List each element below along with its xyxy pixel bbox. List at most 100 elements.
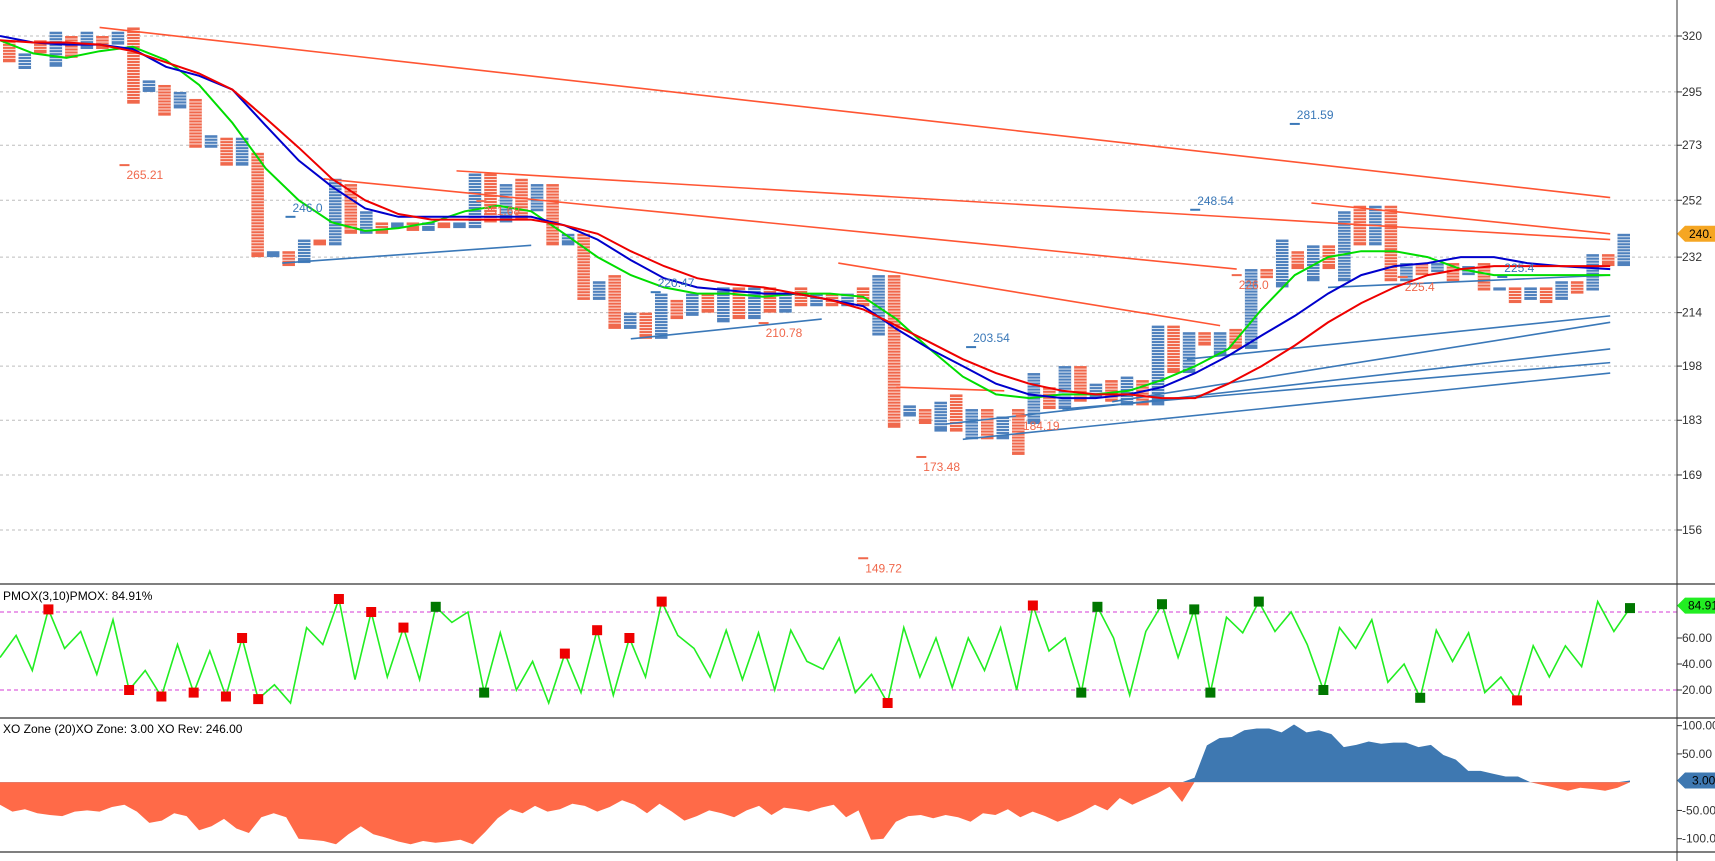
- x-column: [360, 211, 373, 234]
- xo-tick-label: -100.00: [1682, 832, 1715, 846]
- ema-red-line: [0, 39, 1611, 400]
- o-column: [1074, 366, 1087, 402]
- x-column: [530, 184, 544, 212]
- column-body: [1539, 287, 1553, 304]
- column-body: [903, 405, 916, 417]
- column-body: [794, 287, 808, 307]
- o-column: [313, 239, 326, 246]
- xo-tick-label: -50.00: [1682, 803, 1715, 817]
- pmox-signal-marker: [1092, 601, 1103, 612]
- x-column: [965, 409, 978, 440]
- pmox-pane: PMOX(3,10)PMOX: 84.91% 60.00 40.00 20.00 84…: [0, 589, 1715, 708]
- column-body: [1431, 263, 1444, 273]
- x-column: [934, 401, 947, 432]
- o-column: [949, 394, 963, 432]
- o-column: [918, 409, 932, 425]
- pmox-signal-marker: [1076, 687, 1087, 698]
- column-body: [779, 293, 792, 313]
- x-column: [655, 293, 668, 339]
- price-tick-label: 169: [1682, 468, 1702, 482]
- column-body: [1182, 332, 1196, 374]
- column-body: [1198, 332, 1211, 346]
- column-body: [422, 222, 435, 231]
- pmox-signal-marker: [1625, 603, 1635, 614]
- pmox-signal-marker: [656, 596, 667, 607]
- o-column: [282, 251, 295, 267]
- o-column: [981, 409, 994, 440]
- pmox-signal-marker: [43, 604, 54, 615]
- o-column: [1415, 263, 1429, 276]
- resistance-line: [323, 177, 1237, 270]
- pmox-tick-label: 60.00: [1682, 631, 1712, 645]
- o-column: [1508, 287, 1522, 304]
- column-body: [499, 184, 513, 223]
- xo-zone-pane: XO Zone (20)XO Zone: 3.00 XO Rev: 246.00…: [0, 719, 1715, 846]
- price-trendlines: [99, 26, 1611, 441]
- column-body: [1384, 205, 1398, 282]
- last-price-tag: [1677, 225, 1715, 242]
- xo-tick-label: 50.00: [1682, 747, 1712, 761]
- pmox-signal-marker: [220, 691, 231, 702]
- x-column: [80, 31, 94, 50]
- x-column: [204, 135, 218, 148]
- column-body: [453, 222, 466, 229]
- column-body: [18, 53, 32, 70]
- x-column: [49, 31, 63, 67]
- support-line: [1062, 361, 1611, 410]
- o-column: [608, 275, 621, 329]
- price-tick-label: 295: [1682, 85, 1702, 99]
- column-body: [313, 239, 326, 246]
- column-body: [65, 36, 78, 58]
- price-tick-label: 232: [1682, 250, 1702, 264]
- o-column: [1353, 205, 1367, 246]
- column-body: [1260, 269, 1273, 279]
- column-body: [763, 287, 777, 313]
- annotation-label: 225.4: [1504, 261, 1534, 275]
- x-column: [453, 222, 466, 229]
- column-body: [251, 152, 264, 258]
- price-annotations: 265.21 246.0 251.68 220.47 210.78 149.72 173.4…: [119, 108, 1535, 575]
- column-body: [639, 312, 652, 339]
- annotation-label: 184.19: [1023, 419, 1060, 433]
- pmox-tick-label: 20.00: [1682, 683, 1712, 697]
- pmox-tick-label: 40.00: [1682, 657, 1712, 671]
- price-tick-label: 183: [1682, 413, 1702, 427]
- o-column: [1198, 332, 1211, 346]
- o-column: [127, 27, 140, 104]
- column-body: [1338, 211, 1351, 282]
- o-column: [1291, 251, 1304, 270]
- pmox-signal-marker: [624, 633, 635, 643]
- x-column: [686, 293, 699, 316]
- pmox-signal-marker: [156, 691, 167, 702]
- o-column: [639, 312, 652, 339]
- o-column: [887, 275, 901, 428]
- xo-zone-title: XO Zone (20)XO Zone: 3.00 XO Rev: 246.00: [3, 722, 243, 736]
- x-column: [1524, 287, 1537, 300]
- price-tick-label: 252: [1682, 193, 1702, 207]
- pmox-signal-marker: [592, 625, 603, 636]
- column-body: [1493, 287, 1506, 291]
- column-body: [887, 275, 901, 428]
- pmox-signal-marker: [333, 594, 344, 604]
- pmox-signal-marker: [1318, 685, 1329, 695]
- pmox-signal-marker: [1253, 596, 1264, 607]
- price-tick-label: 156: [1682, 523, 1702, 537]
- x-column: [1058, 366, 1072, 410]
- annotation-label: 210.78: [766, 326, 803, 340]
- column-body: [530, 184, 544, 212]
- pmox-signal-marker: [124, 685, 135, 695]
- pmox-signal-marker: [1205, 687, 1216, 698]
- annotation-label: 203.54: [973, 331, 1010, 345]
- o-column: [375, 222, 389, 234]
- pmox-signal-marker: [366, 607, 377, 617]
- x-column: [297, 239, 311, 264]
- x-column: [1307, 245, 1320, 282]
- pmox-value-label: 84.91: [1688, 599, 1715, 613]
- o-column: [1601, 254, 1615, 267]
- o-column: [251, 152, 264, 258]
- pmox-value-tag: [1677, 597, 1715, 614]
- x-column: [1182, 332, 1196, 374]
- o-column: [546, 184, 559, 246]
- xo-zone-negative-area: [0, 782, 1630, 845]
- column-body: [127, 27, 140, 104]
